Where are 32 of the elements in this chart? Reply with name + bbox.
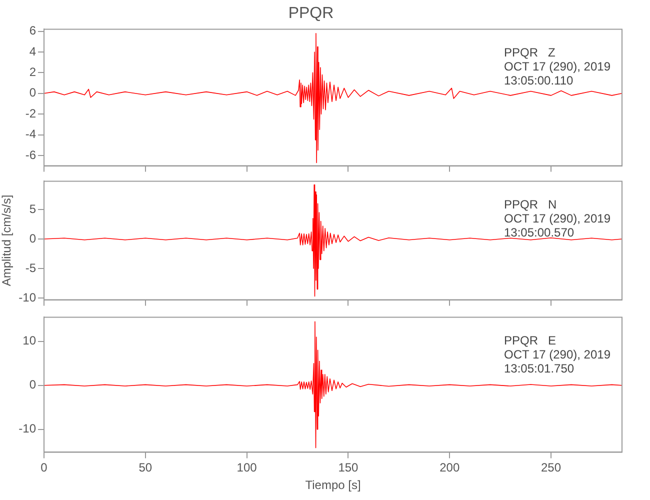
annotation: 13:05:00.110 [504, 74, 574, 88]
y-tick-label: 0 [29, 86, 36, 100]
y-tick-label: -10 [18, 422, 36, 436]
annotation: OCT 17 (290), 2019 [504, 212, 611, 226]
x-tick-label: 0 [40, 460, 48, 475]
y-tick-label: -2 [25, 106, 36, 120]
y-tick-label: 6 [29, 24, 36, 38]
annotation: PPQR N [504, 198, 557, 212]
y-tick-label: 10 [22, 334, 36, 348]
x-tick-label: 150 [338, 460, 359, 475]
chart-title: PPQR [288, 5, 334, 22]
x-tick-label: 50 [138, 460, 152, 475]
y-tick-label: -4 [25, 127, 36, 142]
x-tick-label: 100 [236, 460, 258, 475]
annotation: PPQR E [504, 334, 556, 348]
y-tick-label: 0 [29, 231, 36, 246]
annotation: OCT 17 (290), 2019 [504, 348, 611, 362]
annotation: 13:05:00.570 [504, 226, 574, 240]
y-tick-label: -10 [18, 290, 36, 304]
annotation: 13:05:01.750 [504, 362, 574, 376]
y-axis-title: Amplitud [cm/s/s] [0, 194, 14, 286]
x-tick-label: 200 [440, 460, 460, 475]
x-tick-label: 250 [541, 460, 562, 475]
y-tick-label: -5 [25, 260, 36, 275]
y-tick-label: 4 [29, 44, 36, 58]
y-tick-label: -6 [25, 148, 36, 162]
annotation: PPQR Z [504, 46, 556, 60]
y-tick-label: 2 [29, 64, 36, 79]
y-tick-label: 0 [29, 378, 36, 392]
annotation: OCT 17 (290), 2019 [504, 60, 611, 74]
y-tick-label: 5 [29, 202, 36, 216]
x-axis-title: Tiempo [s] [305, 478, 361, 492]
